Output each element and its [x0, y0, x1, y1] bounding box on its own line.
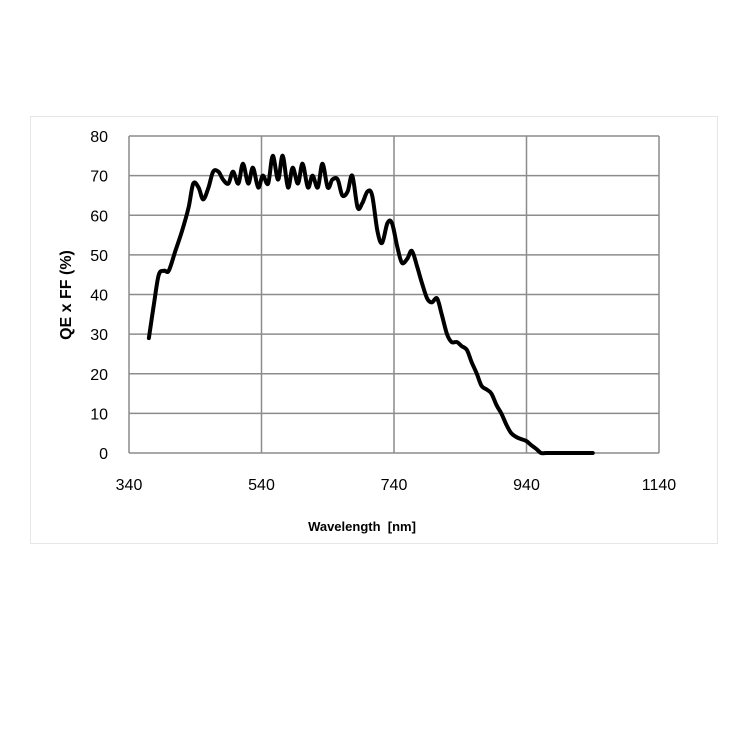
y-tick-label: 70 [90, 169, 108, 186]
y-tick-label: 0 [99, 446, 108, 463]
x-tick-label: 540 [248, 477, 275, 494]
x-tick-labels: 340 540 740 940 1140 [116, 477, 677, 494]
x-tick-label: 1140 [642, 477, 677, 494]
y-axis-title: QE x FF (%) [58, 250, 75, 340]
x-tick-label: 740 [381, 477, 408, 494]
y-tick-label: 60 [90, 208, 108, 225]
y-tick-label: 50 [90, 248, 108, 265]
y-tick-label: 10 [90, 406, 108, 423]
x-axis-title: Wavelength [nm] [308, 519, 416, 534]
chart-frame [30, 116, 718, 544]
y-tick-labels: 0 10 20 30 40 50 60 70 80 [90, 129, 108, 463]
y-tick-label: 30 [90, 327, 108, 344]
y-tick-label: 40 [90, 288, 108, 305]
series-line [146, 153, 595, 456]
x-tick-label: 940 [513, 477, 540, 494]
x-tick-label: 340 [116, 477, 143, 494]
y-tick-label: 80 [90, 129, 108, 146]
y-tick-label: 20 [90, 367, 108, 384]
